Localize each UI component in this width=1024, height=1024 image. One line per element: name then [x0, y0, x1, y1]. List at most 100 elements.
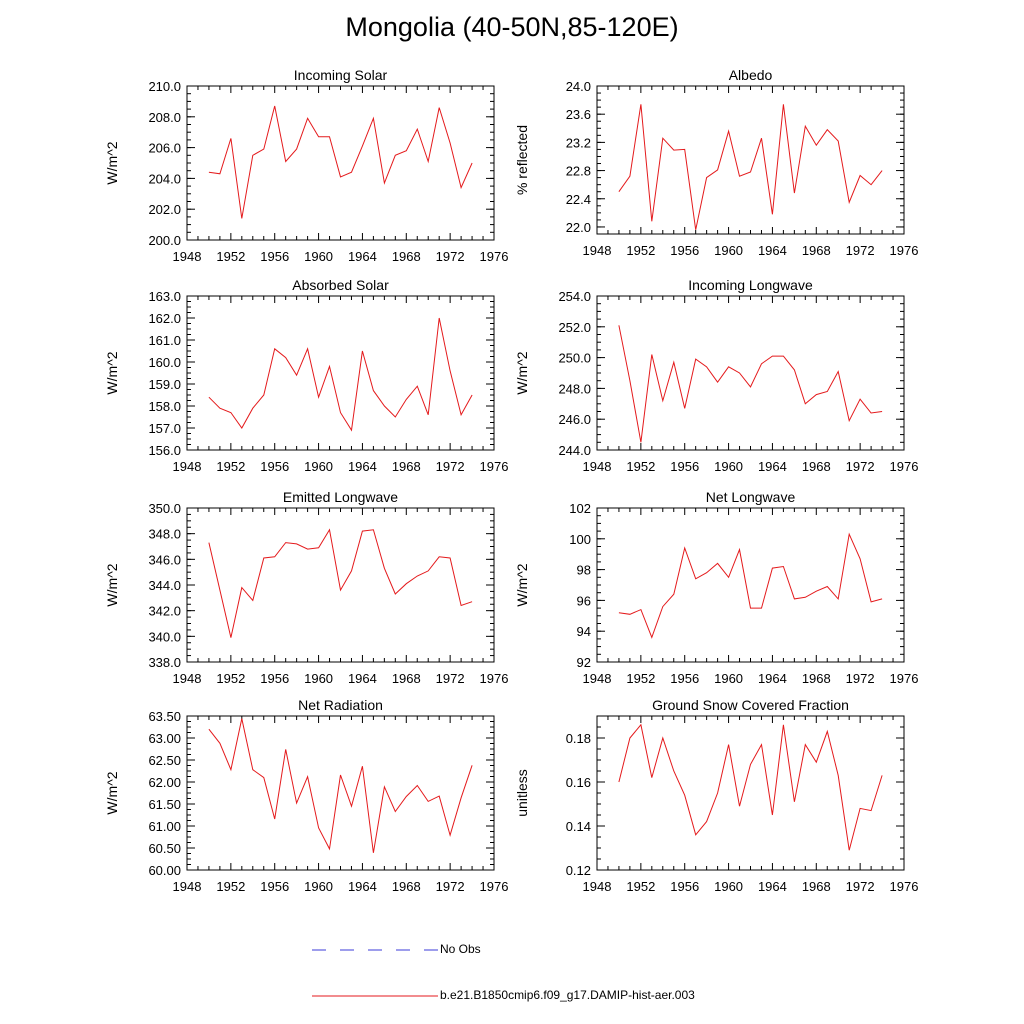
y-tick-label: 92	[577, 655, 591, 670]
series-line	[208, 718, 473, 853]
y-tick-label: 61.00	[148, 819, 181, 834]
x-tick-label: 1956	[260, 459, 289, 474]
y-tick-label: 204.0	[148, 171, 181, 186]
y-tick-label: 342.0	[148, 604, 181, 619]
x-tick-label: 1968	[392, 459, 421, 474]
y-tick-label: 96	[577, 593, 591, 608]
y-axis-label: % reflected	[514, 125, 530, 195]
y-tick-label: 350.0	[148, 501, 181, 516]
legend-label-no-obs: No Obs	[440, 942, 481, 956]
x-tick-label: 1960	[714, 243, 743, 258]
y-tick-label: 202.0	[148, 202, 181, 217]
y-axis-label: W/m^2	[104, 351, 120, 394]
y-tick-label: 250.0	[558, 351, 591, 366]
x-tick-label: 1976	[890, 459, 919, 474]
y-tick-label: 348.0	[148, 527, 181, 542]
x-tick-label: 1952	[626, 459, 655, 474]
y-tick-label: 94	[577, 624, 591, 639]
panel-6: Net Longwave W/m^2 1948 1952 1956 1960 1964 196…	[514, 489, 918, 686]
panel-4: Incoming Longwave W/m^2 1948 1952 1956 1960 19…	[514, 277, 918, 474]
y-tick-label: 100	[569, 532, 591, 547]
plot-frame	[186, 85, 495, 241]
y-tick-label: 0.12	[566, 863, 591, 878]
legend-solid-swatch	[312, 995, 438, 997]
y-tick-label: 254.0	[558, 289, 591, 304]
x-tick-label: 1952	[216, 879, 245, 894]
x-tick-label: 1968	[392, 879, 421, 894]
panel-3: Absorbed Solar W/m^2 1948 1952 1956 1960 1964 1…	[104, 277, 508, 474]
x-tick-label: 1964	[758, 459, 787, 474]
y-tick-label: 161.0	[148, 333, 181, 348]
y-tick-label: 159.0	[148, 377, 181, 392]
panel-1: Incoming Solar W/m^2 1948 1952 1956 1960 1964 1…	[104, 67, 508, 264]
y-tick-label: 60.00	[148, 863, 181, 878]
y-tick-label: 338.0	[148, 655, 181, 670]
plot-frame	[186, 715, 495, 871]
y-tick-label: 22.0	[566, 220, 591, 235]
x-tick-label: 1972	[846, 879, 875, 894]
x-tick-label: 1960	[304, 459, 333, 474]
y-tick-label: 0.18	[566, 731, 591, 746]
x-tick-label: 1976	[480, 671, 509, 686]
x-tick-label: 1948	[173, 249, 202, 264]
y-tick-label: 344.0	[148, 578, 181, 593]
plot-frame	[596, 507, 905, 663]
x-tick-label: 1948	[583, 879, 612, 894]
x-tick-label: 1952	[216, 459, 245, 474]
x-tick-label: 1952	[216, 249, 245, 264]
panel-2: Albedo % reflected 1948 1952 1956 1960 1964 196…	[514, 67, 918, 258]
x-tick-label: 1956	[670, 243, 699, 258]
y-tick-label: 60.50	[148, 841, 181, 856]
y-tick-label: 102	[569, 501, 591, 516]
x-tick-label: 1952	[216, 671, 245, 686]
y-tick-label: 98	[577, 563, 591, 578]
y-tick-label: 23.2	[566, 135, 591, 150]
y-tick-label: 0.16	[566, 775, 591, 790]
x-tick-label: 1952	[626, 671, 655, 686]
y-tick-label: 200.0	[148, 233, 181, 248]
plot-frame	[596, 715, 905, 871]
y-tick-label: 157.0	[148, 421, 181, 436]
x-tick-label: 1960	[304, 879, 333, 894]
y-tick-label: 340.0	[148, 629, 181, 644]
x-tick-label: 1976	[480, 459, 509, 474]
panel-8: Ground Snow Covered Fraction unitless 1948…	[514, 697, 918, 894]
x-tick-label: 1964	[348, 459, 377, 474]
x-tick-label: 1960	[714, 459, 743, 474]
series-line	[618, 723, 883, 851]
y-tick-label: 0.14	[566, 819, 591, 834]
y-tick-label: 346.0	[148, 552, 181, 567]
series-line	[208, 105, 473, 219]
y-tick-label: 208.0	[148, 110, 181, 125]
x-tick-label: 1968	[392, 671, 421, 686]
y-axis-label: W/m^2	[514, 351, 530, 394]
x-tick-label: 1948	[173, 671, 202, 686]
series-line	[208, 317, 473, 432]
y-tick-label: 63.00	[148, 731, 181, 746]
y-axis-label: W/m^2	[104, 771, 120, 814]
y-tick-label: 210.0	[148, 79, 181, 94]
x-tick-label: 1964	[758, 243, 787, 258]
x-tick-label: 1972	[436, 879, 465, 894]
x-tick-label: 1956	[670, 671, 699, 686]
panel-title: Absorbed Solar	[292, 277, 389, 293]
x-tick-label: 1948	[173, 879, 202, 894]
x-tick-label: 1948	[583, 671, 612, 686]
x-tick-label: 1956	[260, 671, 289, 686]
y-axis-label: W/m^2	[514, 563, 530, 606]
x-tick-label: 1952	[626, 243, 655, 258]
y-tick-label: 24.0	[566, 79, 591, 94]
x-tick-label: 1972	[846, 459, 875, 474]
x-tick-label: 1968	[802, 459, 831, 474]
x-tick-label: 1964	[758, 879, 787, 894]
x-tick-label: 1964	[348, 879, 377, 894]
x-tick-label: 1976	[480, 879, 509, 894]
series-line	[618, 104, 883, 230]
series-line	[618, 325, 883, 443]
plot-frame	[186, 295, 495, 451]
x-tick-label: 1972	[436, 249, 465, 264]
x-tick-label: 1972	[436, 671, 465, 686]
page-title: Mongolia (40-50N,85-120E)	[345, 12, 679, 42]
x-tick-label: 1976	[890, 243, 919, 258]
y-tick-label: 246.0	[558, 412, 591, 427]
